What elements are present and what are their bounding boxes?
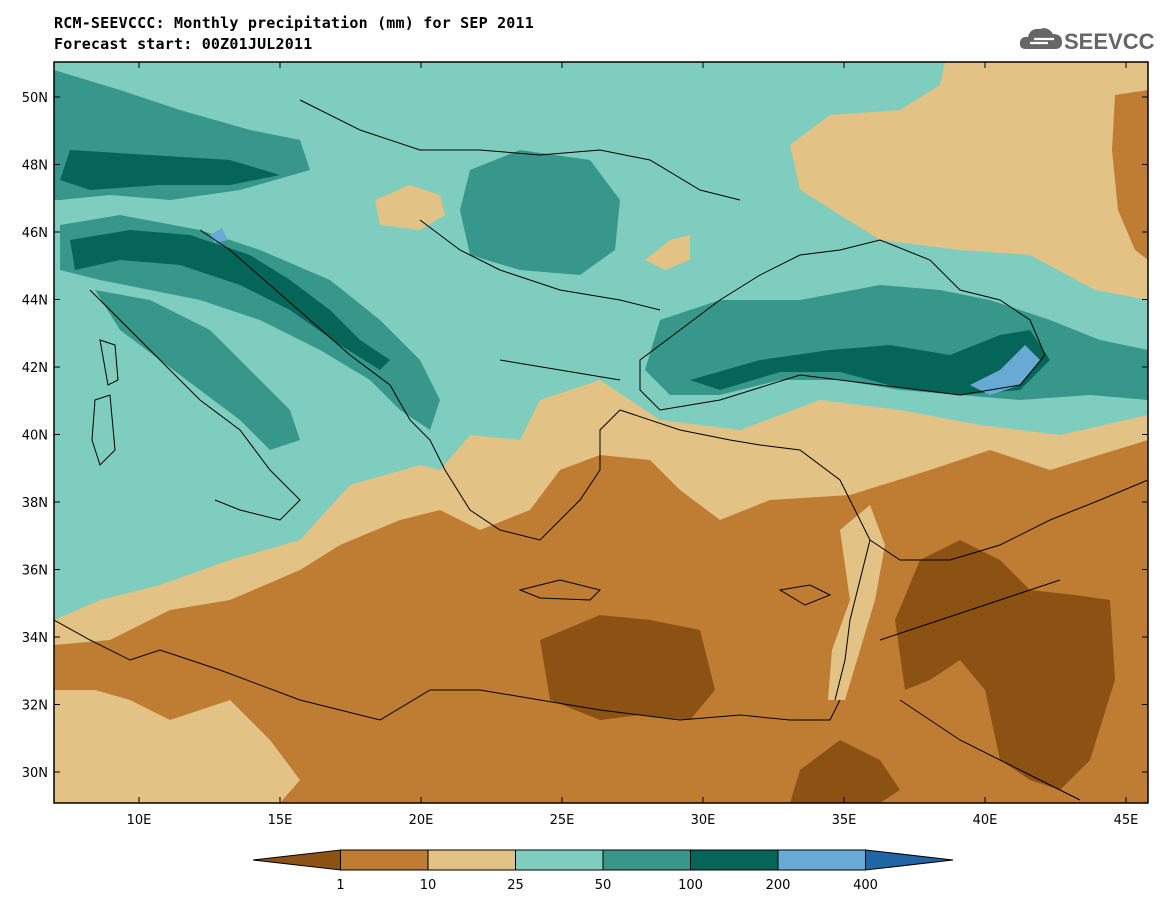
coastline-crete bbox=[518, 579, 601, 601]
lat-label: 38N bbox=[22, 496, 48, 511]
country-borders bbox=[54, 99, 1148, 801]
chart-subtitle: Forecast start: 00Z01JUL2011 bbox=[54, 35, 313, 53]
latitude-axis: 50N 48N 46N 44N 42N 40N 38N 36N 34N 32N 30N bbox=[22, 91, 1148, 781]
longitude-axis: 10E 15E 20E 25E 30E 35E 40E 45E bbox=[127, 62, 1139, 828]
field-10-25-delta bbox=[645, 235, 690, 270]
colorbar-swatch bbox=[865, 849, 954, 871]
field-10-25-pannonia bbox=[375, 185, 445, 230]
colorbar-label: 100 bbox=[678, 878, 703, 893]
colorbar-swatch bbox=[427, 849, 516, 871]
lon-label: 40E bbox=[973, 813, 998, 828]
lat-label: 44N bbox=[22, 294, 48, 309]
colorbar-swatch bbox=[340, 849, 429, 871]
lon-label: 10E bbox=[127, 813, 152, 828]
precipitation-fields bbox=[54, 62, 1148, 803]
colorbar-swatch bbox=[602, 849, 691, 871]
colorbar-label: 50 bbox=[595, 878, 612, 893]
lat-label: 50N bbox=[22, 91, 48, 106]
coastline-cyprus bbox=[778, 584, 832, 606]
lat-label: 46N bbox=[22, 226, 48, 241]
lat-label: 32N bbox=[22, 699, 48, 714]
colorbar-label: 25 bbox=[507, 878, 524, 893]
colorbar-swatch bbox=[252, 849, 341, 871]
lat-label: 36N bbox=[22, 564, 48, 579]
lat-label: 34N bbox=[22, 631, 48, 646]
field-1-10-northeast bbox=[1112, 90, 1148, 260]
land-borders bbox=[299, 99, 1148, 801]
colorbar-label: 400 bbox=[853, 878, 878, 893]
lat-label: 42N bbox=[22, 361, 48, 376]
coastline-north-africa bbox=[54, 619, 841, 721]
logo-text: SEEVCCC bbox=[1064, 29, 1154, 54]
cloud-icon bbox=[1019, 28, 1062, 49]
coastline-black-sea bbox=[639, 239, 1046, 411]
field-10-25-levant bbox=[828, 505, 885, 700]
field-100-200-adriatic bbox=[70, 230, 390, 370]
lat-label: 30N bbox=[22, 766, 48, 781]
colorbar-swatch bbox=[690, 849, 779, 871]
colorbar-label: 10 bbox=[420, 878, 437, 893]
field-100-200-blacksea bbox=[690, 330, 1050, 395]
coastline-balkans bbox=[199, 229, 621, 541]
field-lt1-egypt bbox=[540, 615, 715, 720]
lon-label: 25E bbox=[550, 813, 575, 828]
map-frame bbox=[53, 61, 1149, 804]
seevccc-logo: SEEVCCC bbox=[1019, 28, 1154, 54]
field-100-200-north bbox=[60, 150, 280, 190]
lon-label: 30E bbox=[691, 813, 716, 828]
field-lt1-arabia bbox=[895, 540, 1115, 790]
field-200-400-georgia bbox=[970, 345, 1040, 395]
colorbar-label: 1 bbox=[336, 878, 344, 893]
colorbar-legend: 1 10 25 50 100 200 400 bbox=[252, 849, 954, 893]
lon-label: 20E bbox=[409, 813, 434, 828]
field-10-25-north bbox=[790, 62, 1148, 300]
colorbar-swatch bbox=[515, 849, 604, 871]
field-10-25-libya bbox=[54, 690, 300, 803]
colorbar-swatch bbox=[777, 849, 866, 871]
coastline-anatolia-levant bbox=[619, 409, 871, 701]
field-lt1-sinai bbox=[790, 740, 900, 803]
field-50-100-carpathians bbox=[460, 150, 620, 275]
coastline-islands bbox=[91, 339, 119, 466]
field-50-100-italy bbox=[95, 290, 300, 450]
lat-label: 40N bbox=[22, 429, 48, 444]
lon-label: 15E bbox=[268, 813, 293, 828]
chart-title: RCM-SEEVCCC: Monthly precipitation (mm) … bbox=[54, 14, 534, 32]
lon-label: 45E bbox=[1114, 813, 1139, 828]
lat-label: 48N bbox=[22, 159, 48, 174]
coastline-italy bbox=[89, 289, 301, 521]
colorbar-label: 200 bbox=[766, 878, 791, 893]
lon-label: 35E bbox=[832, 813, 857, 828]
field-50-100-adriatic bbox=[60, 215, 440, 430]
